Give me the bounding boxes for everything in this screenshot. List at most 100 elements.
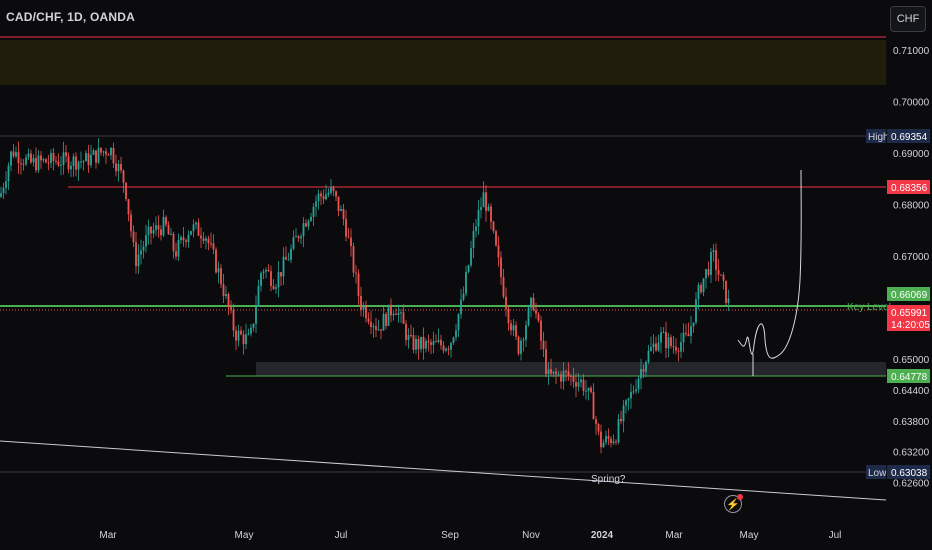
candle-body xyxy=(557,374,560,376)
candle-body xyxy=(460,299,462,315)
candle-body xyxy=(130,214,132,232)
candle-body xyxy=(727,298,730,304)
last-price-tag-bg xyxy=(887,305,930,319)
candle-body xyxy=(125,182,127,200)
candle-body xyxy=(97,147,100,163)
candle-body xyxy=(572,375,575,383)
candle-body xyxy=(0,193,2,197)
candle-body xyxy=(707,269,710,275)
candle-body xyxy=(267,269,270,272)
candle-body xyxy=(420,336,422,350)
candle-body xyxy=(652,343,655,348)
candle-body xyxy=(705,269,707,279)
candle-body xyxy=(647,350,650,362)
candle-body xyxy=(277,272,280,288)
candle-body xyxy=(535,310,537,314)
candle-body xyxy=(565,370,567,372)
candle-body xyxy=(512,325,515,331)
candle-body xyxy=(342,208,345,220)
candle-body xyxy=(627,398,630,401)
candle-body xyxy=(595,419,597,424)
candle-body xyxy=(397,312,400,315)
candle-body xyxy=(607,436,610,439)
candle-body xyxy=(280,272,282,277)
y-tick-label: 0.68000 xyxy=(893,201,930,212)
candle-body xyxy=(222,284,225,296)
candle-body xyxy=(375,326,377,330)
candle-body xyxy=(615,441,617,443)
candle-body xyxy=(65,152,67,157)
candle-body xyxy=(430,342,432,345)
candle-body xyxy=(590,387,592,393)
candle-body xyxy=(400,312,402,314)
time-axis[interactable]: Mar May Jul Sep Nov 2024 Mar May Jul xyxy=(99,530,841,541)
candle-body xyxy=(322,196,325,200)
candle-body xyxy=(717,269,720,275)
candle-body xyxy=(640,369,642,379)
candle-body xyxy=(680,342,682,352)
candle-body xyxy=(692,322,695,327)
candle-body xyxy=(695,299,697,323)
candle-body xyxy=(537,313,540,321)
candle-body xyxy=(287,259,290,261)
candle-body xyxy=(432,341,435,345)
candle-body xyxy=(30,153,32,163)
candle-body xyxy=(100,147,102,153)
candle-body xyxy=(40,155,42,161)
x-tick-label: Sep xyxy=(441,530,459,541)
candle-body xyxy=(12,151,15,157)
candle-body xyxy=(415,338,417,350)
candle-body xyxy=(575,382,577,387)
x-tick-label: Jul xyxy=(335,530,348,541)
candle-body xyxy=(337,196,340,211)
candle-body xyxy=(200,235,202,239)
candle-body xyxy=(522,339,525,341)
key-level-label: Key Level xyxy=(847,302,891,313)
candle-body xyxy=(140,250,142,255)
candle-body xyxy=(715,250,717,270)
notification-dot xyxy=(737,494,743,500)
candle-body xyxy=(7,165,10,182)
candle-body xyxy=(45,159,47,163)
candles-group xyxy=(0,138,730,454)
candle-body xyxy=(235,330,237,341)
candle-body xyxy=(27,153,30,158)
candle-body xyxy=(385,313,387,326)
candle-body xyxy=(122,170,125,183)
low-price-tag: 0.63038 xyxy=(891,468,928,479)
currency-button[interactable]: CHF xyxy=(890,6,926,32)
candle-body xyxy=(525,325,527,340)
x-tick-label: May xyxy=(235,530,254,541)
candle-body xyxy=(585,390,587,392)
candle-body xyxy=(412,335,415,350)
candle-body xyxy=(567,371,570,376)
candle-body xyxy=(490,206,492,222)
x-tick-label: Mar xyxy=(665,530,683,541)
candle-body xyxy=(550,369,552,374)
candle-body xyxy=(725,280,727,304)
candle-body xyxy=(710,252,712,275)
lightning-icon[interactable]: ⚡ xyxy=(724,494,743,513)
candle-body xyxy=(297,236,300,239)
candle-body xyxy=(532,297,535,311)
candle-body xyxy=(260,273,262,287)
candle-body xyxy=(292,237,295,249)
candle-body xyxy=(547,369,550,374)
candle-body xyxy=(617,418,620,443)
x-tick-label: May xyxy=(740,530,759,541)
candle-body xyxy=(237,330,240,341)
candle-body xyxy=(700,284,702,293)
candle-body xyxy=(497,245,500,258)
candle-body xyxy=(667,337,670,349)
candle-body xyxy=(95,150,97,163)
candle-body xyxy=(560,374,562,382)
candle-body xyxy=(387,304,390,326)
candle-body xyxy=(102,151,105,153)
candle-body xyxy=(672,346,675,348)
candle-body xyxy=(467,265,470,272)
candle-body xyxy=(20,163,22,165)
candle-body xyxy=(282,256,285,277)
candle-body xyxy=(167,224,170,235)
price-axis[interactable]: 0.71000 0.70000 0.69000 0.68000 0.67000 0.650… xyxy=(893,46,930,490)
